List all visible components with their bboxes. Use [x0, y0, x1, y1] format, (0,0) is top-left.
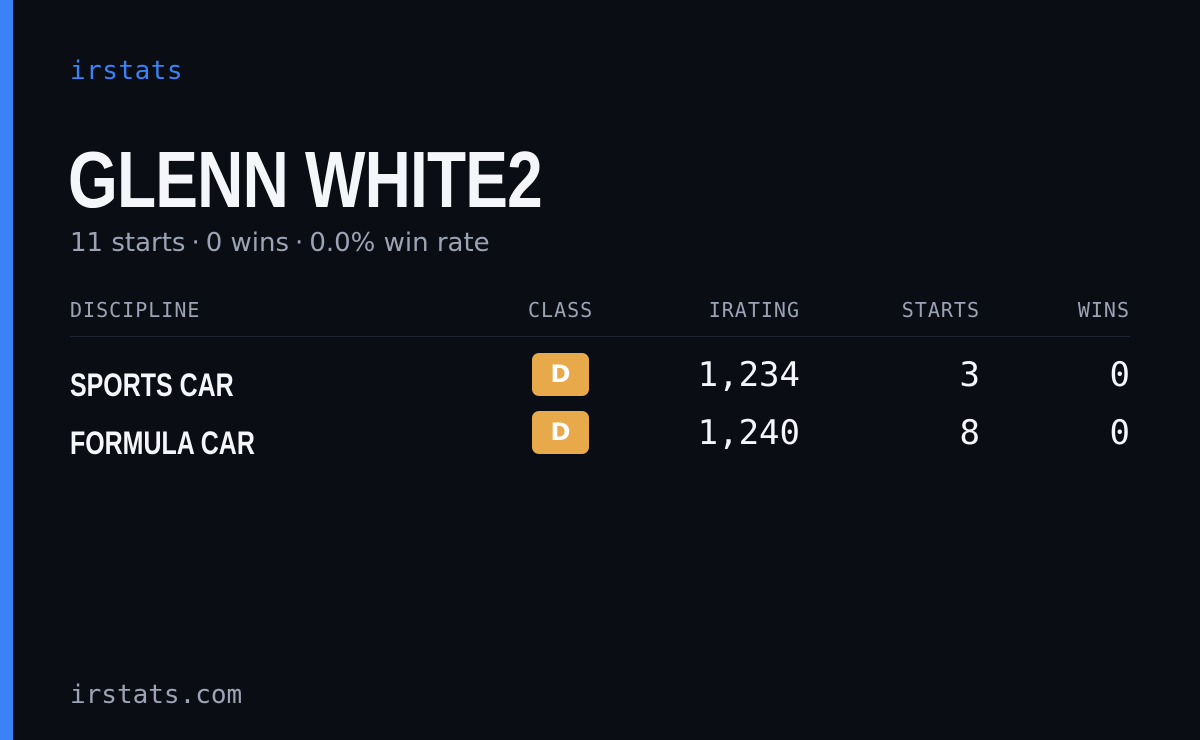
starts-value: 3 — [959, 355, 980, 395]
footer-url: irstats.com — [70, 680, 243, 710]
discipline-name: FORMULA CAR — [70, 425, 255, 461]
brand-logo: irstats — [70, 56, 184, 86]
license-table: DISCIPLINE CLASS IRATING STARTS WINS SPO… — [70, 296, 1130, 469]
column-header-discipline: DISCIPLINE — [70, 298, 201, 322]
table-row: SPORTS CAR D 1,234 3 0 — [70, 353, 1130, 411]
irating-value: 1,234 — [697, 355, 800, 395]
summary-wins: 0 wins — [205, 228, 290, 258]
license-class-badge: D — [532, 411, 589, 454]
table-body: SPORTS CAR D 1,234 3 0 FORMULA CAR D 1,2… — [70, 337, 1130, 469]
summary-separator: · — [295, 228, 304, 258]
column-header-irating: IRATING — [708, 298, 800, 322]
discipline-name: SPORTS CAR — [70, 367, 234, 403]
column-header-starts: STARTS — [901, 298, 980, 322]
accent-bar — [0, 0, 13, 740]
wins-value: 0 — [1109, 413, 1130, 453]
table-header: DISCIPLINE CLASS IRATING STARTS WINS — [70, 296, 1130, 337]
wins-value: 0 — [1109, 355, 1130, 395]
irating-value: 1,240 — [697, 413, 800, 453]
summary-win-rate: 0.0% win rate — [309, 228, 490, 258]
summary-separator: · — [191, 228, 200, 258]
starts-value: 8 — [959, 413, 980, 453]
summary-starts: 11 starts — [70, 228, 186, 258]
column-header-class: CLASS — [528, 298, 594, 322]
table-row: FORMULA CAR D 1,240 8 0 — [70, 411, 1130, 469]
column-header-wins: WINS — [1077, 298, 1130, 322]
player-name: GLENN WHITE2 — [68, 135, 543, 224]
player-summary: 11 starts · 0 wins · 0.0% win rate — [70, 228, 490, 258]
license-class-badge: D — [532, 353, 589, 396]
